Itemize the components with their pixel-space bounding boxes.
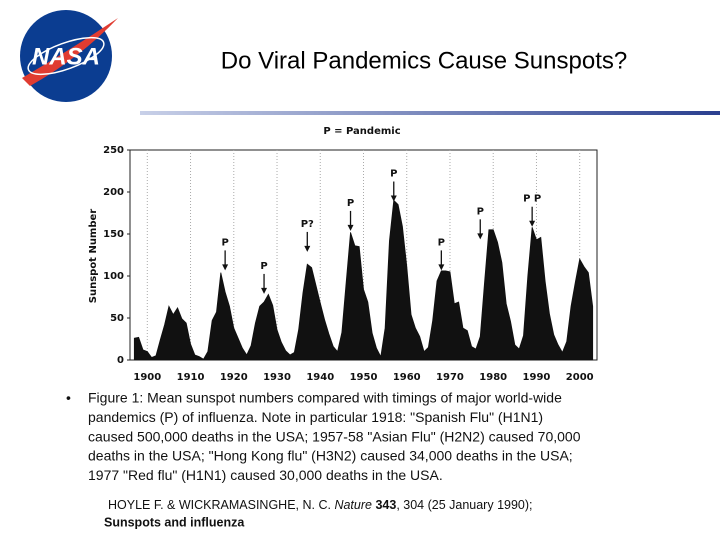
pandemic-label: P? [301, 219, 314, 230]
y-tick-label: 150 [103, 229, 124, 240]
pandemic-arrowhead [304, 245, 311, 252]
x-tick-label: 1990 [523, 372, 551, 383]
pandemic-arrowhead [477, 233, 484, 240]
x-tick-label: 1910 [177, 372, 205, 383]
y-tick-label: 0 [117, 355, 124, 366]
pandemic-label: P P [523, 194, 541, 205]
caption-line: deaths in the USA; "Hong Kong flu" (H3N2… [88, 448, 573, 464]
x-tick-label: 1900 [133, 372, 161, 383]
x-tick-label: 1980 [479, 372, 507, 383]
pandemic-label: P [260, 261, 267, 272]
citation-journal: Nature [334, 498, 372, 512]
y-tick-label: 50 [110, 313, 124, 324]
x-tick-label: 1970 [436, 372, 464, 383]
pandemic-arrowhead [390, 195, 397, 202]
bullet: • [66, 390, 71, 406]
citation-subject: Sunspots and influenza [104, 515, 245, 529]
caption-line: Figure 1: Mean sunspot numbers compared … [88, 390, 562, 406]
x-tick-label: 1950 [350, 372, 378, 383]
caption-line: caused 500,000 deaths in the USA; 1957-5… [88, 428, 581, 444]
nasa-logo: NASA [20, 10, 118, 102]
caption: Figure 1: Mean sunspot numbers compared … [88, 390, 581, 483]
pandemic-arrowhead [347, 224, 354, 231]
title-rule [140, 111, 720, 115]
pandemic-label: P [438, 237, 445, 248]
citation-authors: HOYLE F. & WICKRAMASINGHE, N. C. [108, 498, 334, 512]
pandemic-arrowhead [529, 220, 536, 227]
pandemic-arrowhead [438, 264, 445, 271]
y-tick-label: 100 [103, 271, 124, 282]
sunspot-area [133, 199, 594, 361]
citation-volume: 343 [372, 498, 396, 512]
pandemic-label: P [390, 169, 397, 180]
chart: P = Pandemic Sunspot Number 0 50 100 150 200… [88, 126, 598, 383]
caption-line: 1977 "Red flu" (H1N1) caused 30,000 deat… [88, 467, 443, 483]
pandemic-arrowhead [261, 287, 268, 294]
pandemic-arrowhead [222, 264, 229, 271]
y-tick-label: 250 [103, 145, 124, 156]
x-tick-label: 1930 [263, 372, 291, 383]
logo-text: NASA [32, 43, 100, 70]
x-tick-label: 1920 [220, 372, 248, 383]
slide-title: Do Viral Pandemics Cause Sunspots? [221, 47, 627, 74]
caption-line: pandemics (P) of influenza. Note in part… [88, 409, 543, 425]
pandemic-label: P [477, 206, 484, 217]
x-tick-label: 1940 [306, 372, 334, 383]
x-tick-label: 1960 [393, 372, 421, 383]
pandemic-label: P [221, 237, 228, 248]
citation: HOYLE F. & WICKRAMASINGHE, N. C. Nature … [108, 498, 533, 512]
pandemic-label: P [347, 198, 354, 209]
y-tick-label: 200 [103, 187, 124, 198]
chart-title: P = Pandemic [323, 126, 400, 137]
x-tick-label: 2000 [566, 372, 594, 383]
citation-rest: , 304 (25 January 1990); [396, 498, 532, 512]
y-axis-label: Sunspot Number [88, 209, 99, 304]
